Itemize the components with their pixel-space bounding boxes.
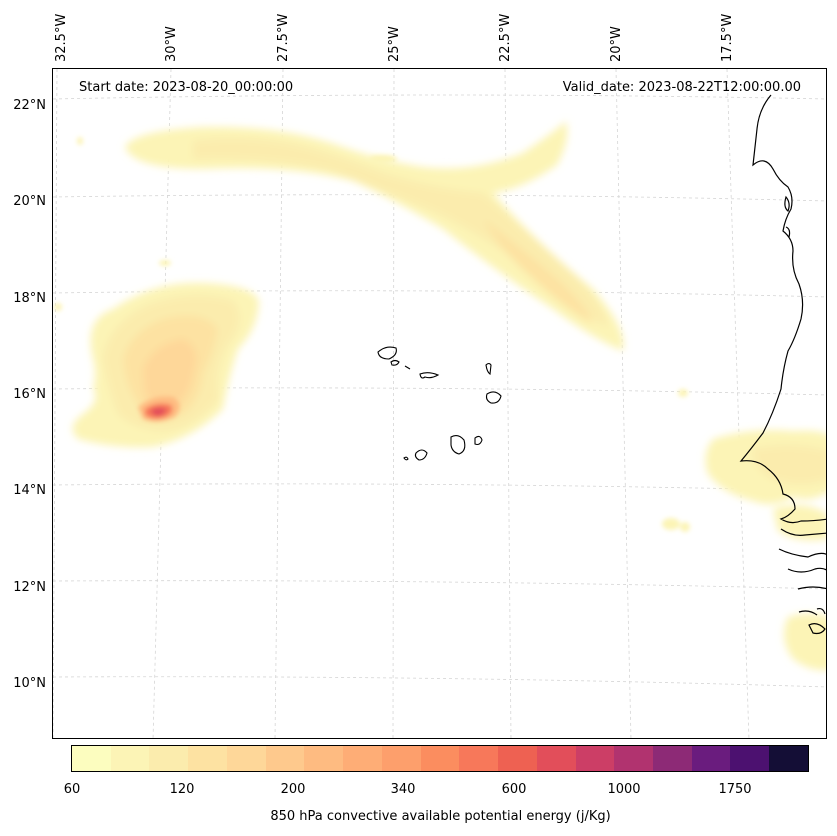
colorbar-segment-17 xyxy=(730,746,770,771)
colorbar-tick-1000: 1000 xyxy=(607,782,641,797)
lon-label-22-5w: 22.5°W xyxy=(498,13,513,62)
lat-label-10n: 10°N xyxy=(13,676,46,691)
colorbar-segment-0 xyxy=(72,746,111,771)
colorbar-tick-1750: 1750 xyxy=(718,782,752,797)
lon-label-20w: 20°W xyxy=(609,26,624,62)
colorbar-segment-15 xyxy=(653,746,692,771)
colorbar-segment-3 xyxy=(188,746,227,771)
colorbar-segment-13 xyxy=(575,746,615,771)
lon-label-17-5w: 17.5°W xyxy=(720,13,735,62)
lon-label-32-5w: 32.5°W xyxy=(54,13,69,62)
colorbar-tick-340: 340 xyxy=(390,782,416,797)
colorbar-segment-7 xyxy=(343,746,382,771)
colorbar-segment-1 xyxy=(110,746,150,771)
cape-storm-system xyxy=(72,282,259,448)
valid-date-text: Valid_date: 2023-08-22T12:00:00.00 xyxy=(563,80,801,95)
colorbar-segment-18 xyxy=(769,746,808,771)
colorbar-segment-14 xyxy=(614,746,654,771)
lat-label-12n: 12°N xyxy=(13,580,46,595)
map-panel: Start date: 2023-08-20_00:00:00 Valid_da… xyxy=(52,68,827,739)
lat-label-20n: 20°N xyxy=(13,194,46,209)
lon-label-25w: 25°W xyxy=(387,26,402,62)
lon-label-30w: 30°W xyxy=(164,26,179,62)
colorbar-segment-9 xyxy=(420,746,460,771)
lat-label-22n: 22°N xyxy=(13,98,46,113)
lat-label-14n: 14°N xyxy=(13,483,46,498)
colorbar-tick-200: 200 xyxy=(280,782,306,797)
colorbar-segment-10 xyxy=(459,746,499,771)
colorbar xyxy=(71,745,809,772)
colorbar-tick-60: 60 xyxy=(63,782,81,797)
start-date-text: Start date: 2023-08-20_00:00:00 xyxy=(79,80,293,95)
colorbar-tick-120: 120 xyxy=(169,782,195,797)
lon-label-27-5w: 27.5°W xyxy=(276,13,291,62)
map-canvas: Start date: 2023-08-20_00:00:00 Valid_da… xyxy=(53,69,826,738)
lat-label-16n: 16°N xyxy=(13,387,46,402)
cape-storm-core xyxy=(138,396,180,422)
cape-verde-islands xyxy=(377,346,502,461)
cape-small-cells xyxy=(54,137,690,532)
colorbar-segment-5 xyxy=(265,746,305,771)
colorbar-segment-11 xyxy=(498,746,537,771)
colorbar-segment-4 xyxy=(226,746,266,771)
africa-coastline xyxy=(739,94,826,635)
cape-northern-band xyxy=(125,121,624,351)
cape-west-africa xyxy=(705,430,826,671)
lat-label-18n: 18°N xyxy=(13,291,46,306)
colorbar-title: 850 hPa convective available potential e… xyxy=(270,809,611,824)
colorbar-segment-2 xyxy=(149,746,189,771)
colorbar-segment-8 xyxy=(381,746,421,771)
colorbar-segment-6 xyxy=(304,746,344,771)
colorbar-segment-12 xyxy=(536,746,576,771)
colorbar-tick-600: 600 xyxy=(501,782,527,797)
colorbar-segment-16 xyxy=(691,746,731,771)
map-gridlines xyxy=(53,69,826,738)
